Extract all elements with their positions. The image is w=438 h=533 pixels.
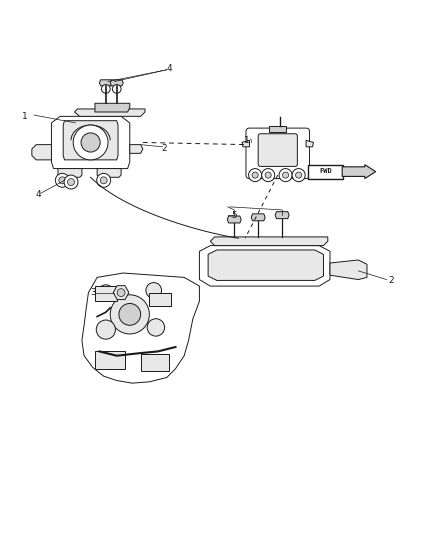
Polygon shape [275, 212, 289, 219]
Circle shape [252, 172, 258, 178]
Text: 2: 2 [388, 276, 394, 285]
Polygon shape [95, 103, 130, 112]
Text: FWD: FWD [319, 168, 332, 174]
Polygon shape [113, 286, 129, 300]
Text: 4: 4 [166, 64, 172, 73]
Text: 1: 1 [22, 112, 28, 121]
Text: 5: 5 [231, 211, 237, 220]
Text: 3: 3 [90, 288, 95, 297]
Circle shape [113, 85, 121, 93]
Polygon shape [306, 140, 314, 147]
Circle shape [81, 133, 100, 152]
FancyArrow shape [342, 165, 376, 179]
Bar [149, 293, 171, 305]
Polygon shape [32, 144, 51, 160]
Polygon shape [99, 80, 113, 86]
Circle shape [55, 173, 69, 187]
Bar [95, 286, 117, 301]
Circle shape [146, 282, 162, 298]
Circle shape [279, 168, 292, 182]
Polygon shape [51, 116, 130, 168]
Circle shape [261, 168, 275, 182]
Circle shape [110, 295, 149, 334]
Polygon shape [330, 260, 367, 279]
Polygon shape [82, 273, 199, 383]
Circle shape [67, 179, 74, 185]
Circle shape [96, 320, 116, 339]
Polygon shape [74, 109, 145, 116]
Circle shape [147, 319, 165, 336]
Polygon shape [199, 246, 330, 286]
FancyBboxPatch shape [246, 128, 310, 179]
Circle shape [59, 177, 66, 184]
Text: 1: 1 [244, 136, 250, 145]
Polygon shape [58, 168, 82, 177]
Circle shape [98, 285, 114, 301]
Polygon shape [242, 140, 250, 147]
FancyBboxPatch shape [258, 134, 297, 166]
Polygon shape [210, 237, 328, 246]
Polygon shape [251, 214, 265, 221]
Circle shape [73, 125, 108, 160]
Polygon shape [130, 144, 143, 154]
Circle shape [296, 172, 302, 178]
Polygon shape [269, 126, 286, 132]
Circle shape [249, 168, 261, 182]
Circle shape [97, 173, 111, 187]
Circle shape [119, 303, 141, 325]
Circle shape [265, 172, 271, 178]
Bar [141, 354, 169, 371]
Text: 4: 4 [35, 190, 41, 199]
Circle shape [64, 175, 78, 189]
Circle shape [117, 289, 125, 296]
Polygon shape [97, 168, 121, 177]
Polygon shape [63, 120, 118, 160]
Circle shape [102, 85, 110, 93]
Circle shape [100, 177, 107, 184]
FancyBboxPatch shape [308, 165, 343, 179]
Polygon shape [110, 80, 123, 86]
Polygon shape [227, 216, 241, 223]
Text: 2: 2 [162, 144, 167, 154]
Circle shape [292, 168, 305, 182]
Polygon shape [208, 250, 323, 280]
Circle shape [283, 172, 289, 178]
Bar [95, 351, 125, 369]
